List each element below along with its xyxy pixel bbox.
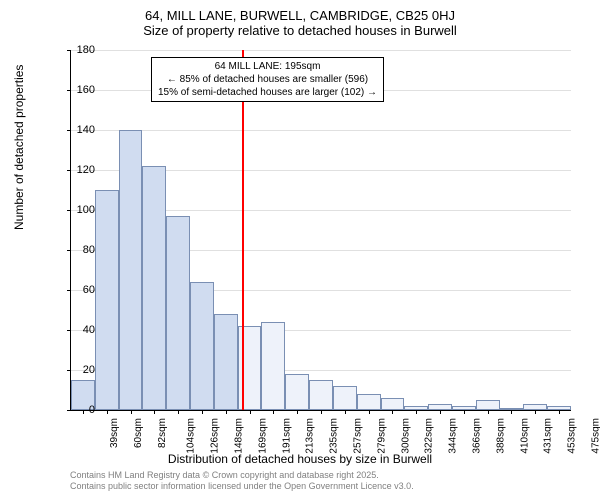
xtick-label: 60sqm bbox=[133, 418, 144, 448]
xtick-mark bbox=[559, 410, 560, 414]
xtick-mark bbox=[250, 410, 251, 414]
xtick-mark bbox=[511, 410, 512, 414]
title-sub: Size of property relative to detached ho… bbox=[0, 23, 600, 38]
gridline bbox=[71, 130, 571, 131]
ytick-label: 180 bbox=[65, 44, 95, 56]
xtick-label: 169sqm bbox=[257, 418, 268, 454]
ytick-label: 60 bbox=[65, 284, 95, 296]
footer-line2: Contains public sector information licen… bbox=[70, 481, 414, 491]
footer-line1: Contains HM Land Registry data © Crown c… bbox=[70, 470, 379, 480]
xtick-label: 388sqm bbox=[495, 418, 506, 454]
xtick-label: 344sqm bbox=[448, 418, 459, 454]
histogram-bar bbox=[357, 394, 381, 410]
xtick-mark bbox=[226, 410, 227, 414]
xtick-label: 279sqm bbox=[376, 418, 387, 454]
footer-note: Contains HM Land Registry data © Crown c… bbox=[70, 470, 414, 492]
chart-container: 64, MILL LANE, BURWELL, CAMBRIDGE, CB25 … bbox=[0, 0, 600, 500]
xtick-mark bbox=[273, 410, 274, 414]
histogram-bar bbox=[238, 326, 262, 410]
xtick-label: 366sqm bbox=[472, 418, 483, 454]
histogram-bar bbox=[285, 374, 309, 410]
histogram-bar bbox=[333, 386, 357, 410]
histogram-bar bbox=[261, 322, 285, 410]
xtick-mark bbox=[488, 410, 489, 414]
xtick-label: 322sqm bbox=[424, 418, 435, 454]
xtick-label: 235sqm bbox=[329, 418, 340, 454]
xtick-label: 300sqm bbox=[400, 418, 411, 454]
xtick-mark bbox=[107, 410, 108, 414]
histogram-bar bbox=[142, 166, 166, 410]
histogram-bar bbox=[190, 282, 214, 410]
xtick-mark bbox=[202, 410, 203, 414]
xtick-label: 213sqm bbox=[305, 418, 316, 454]
xtick-label: 475sqm bbox=[591, 418, 600, 454]
xtick-label: 257sqm bbox=[353, 418, 364, 454]
histogram-bar bbox=[476, 400, 500, 410]
annotation-box: 64 MILL LANE: 195sqm ← 85% of detached ho… bbox=[151, 57, 384, 102]
annotation-line2: ← 85% of detached houses are smaller (59… bbox=[167, 74, 368, 85]
xtick-label: 410sqm bbox=[519, 418, 530, 454]
xtick-mark bbox=[345, 410, 346, 414]
histogram-bar bbox=[309, 380, 333, 410]
xtick-label: 431sqm bbox=[543, 418, 554, 454]
xtick-mark bbox=[154, 410, 155, 414]
xtick-mark bbox=[178, 410, 179, 414]
xtick-mark bbox=[440, 410, 441, 414]
xtick-label: 126sqm bbox=[210, 418, 221, 454]
ytick-label: 40 bbox=[65, 324, 95, 336]
gridline bbox=[71, 50, 571, 51]
plot-area: 64 MILL LANE: 195sqm ← 85% of detached ho… bbox=[70, 50, 571, 411]
histogram-bar bbox=[166, 216, 190, 410]
xtick-mark bbox=[131, 410, 132, 414]
xtick-label: 104sqm bbox=[186, 418, 197, 454]
ytick-label: 160 bbox=[65, 84, 95, 96]
xtick-mark bbox=[535, 410, 536, 414]
x-axis-label: Distribution of detached houses by size … bbox=[0, 452, 600, 466]
xtick-label: 39sqm bbox=[109, 418, 120, 448]
xtick-mark bbox=[416, 410, 417, 414]
xtick-mark bbox=[321, 410, 322, 414]
ytick-label: 140 bbox=[65, 124, 95, 136]
xtick-mark bbox=[464, 410, 465, 414]
xtick-label: 453sqm bbox=[567, 418, 578, 454]
ytick-label: 80 bbox=[65, 244, 95, 256]
ytick-label: 20 bbox=[65, 364, 95, 376]
ytick-label: 0 bbox=[65, 404, 95, 416]
histogram-bar bbox=[95, 190, 119, 410]
xtick-mark bbox=[392, 410, 393, 414]
histogram-bar bbox=[214, 314, 238, 410]
marker-line bbox=[242, 50, 244, 410]
annotation-line3: 15% of semi-detached houses are larger (… bbox=[158, 87, 377, 98]
xtick-label: 191sqm bbox=[281, 418, 292, 454]
histogram-bar bbox=[381, 398, 405, 410]
xtick-label: 148sqm bbox=[234, 418, 245, 454]
annotation-line1: 64 MILL LANE: 195sqm bbox=[215, 61, 321, 72]
title-main: 64, MILL LANE, BURWELL, CAMBRIDGE, CB25 … bbox=[0, 0, 600, 23]
ytick-label: 100 bbox=[65, 204, 95, 216]
xtick-label: 82sqm bbox=[157, 418, 168, 448]
histogram-bar bbox=[119, 130, 143, 410]
y-axis-label: Number of detached properties bbox=[12, 65, 26, 230]
xtick-mark bbox=[369, 410, 370, 414]
xtick-mark bbox=[297, 410, 298, 414]
ytick-label: 120 bbox=[65, 164, 95, 176]
